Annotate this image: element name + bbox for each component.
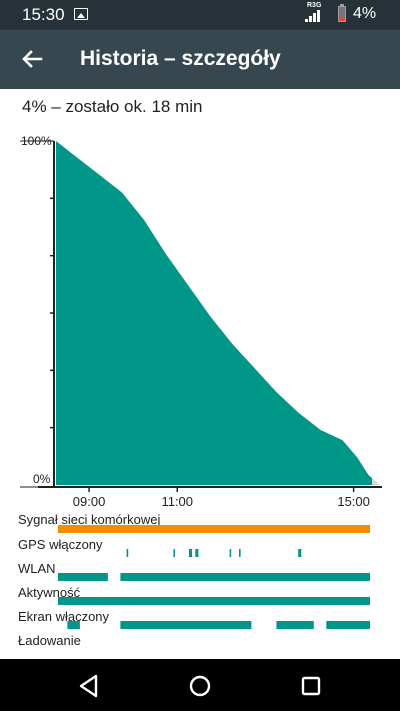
status-time: 15:30	[22, 5, 65, 24]
track-segment	[326, 621, 370, 629]
track-segment	[58, 573, 108, 581]
status-bar: 15:30 R3G 4%	[0, 0, 400, 30]
track-segment	[120, 573, 371, 581]
signal-icon	[305, 10, 320, 22]
track-segment	[58, 525, 370, 533]
track-segment	[195, 549, 199, 557]
track-label-signal: Sygnał sieci komórkowej	[18, 512, 161, 527]
recents-square-icon[interactable]	[294, 669, 328, 703]
track-segment	[67, 621, 80, 629]
track-label-screen: Ekran włączony	[18, 609, 110, 624]
track-segment	[173, 549, 175, 557]
page-title: Historia – szczegóły	[80, 47, 281, 70]
chart-axes	[20, 140, 382, 492]
track-segment	[229, 549, 232, 557]
activity-tracks	[58, 525, 371, 629]
track-segment	[189, 549, 193, 557]
chart-area-group	[55, 140, 380, 485]
battery-remaining-summary: 4% – zostało ok. 18 min	[22, 97, 203, 116]
track-segment	[120, 621, 252, 629]
arrow-back-icon[interactable]	[18, 45, 46, 73]
battery-icon	[338, 4, 346, 22]
battery-history-chart: 100% 0% 09:00 11:00 15:00	[20, 134, 382, 509]
battery-projection-area	[372, 478, 380, 485]
navigation-bar	[0, 659, 400, 711]
chart-labels: 100% 0% 09:00 11:00 15:00	[21, 134, 370, 509]
x-tick-label: 09:00	[73, 494, 106, 509]
track-segment	[276, 621, 314, 629]
track-label-charging: Ładowanie	[18, 633, 81, 648]
track-label-wlan: WLAN	[18, 561, 56, 576]
track-label-activity: Aktywność	[18, 585, 81, 600]
track-label-gps: GPS włączony	[18, 537, 103, 552]
x-tick-label: 11:00	[161, 494, 193, 509]
home-circle-icon[interactable]	[183, 669, 217, 703]
status-battery-percent: 4%	[353, 5, 377, 22]
y-tick-label: 0%	[33, 472, 51, 486]
network-type-label: R3G	[307, 2, 322, 9]
track-segment	[126, 549, 129, 557]
track-segment	[298, 549, 302, 557]
app-bar: Historia – szczegóły	[0, 30, 400, 89]
y-tick-label: 100%	[21, 134, 52, 148]
track-segment	[239, 549, 241, 557]
track-segment	[58, 597, 370, 605]
back-triangle-icon[interactable]	[72, 669, 106, 703]
battery-level-area	[56, 141, 372, 485]
x-tick-label: 15:00	[337, 494, 370, 509]
image-notification-icon	[74, 8, 88, 20]
